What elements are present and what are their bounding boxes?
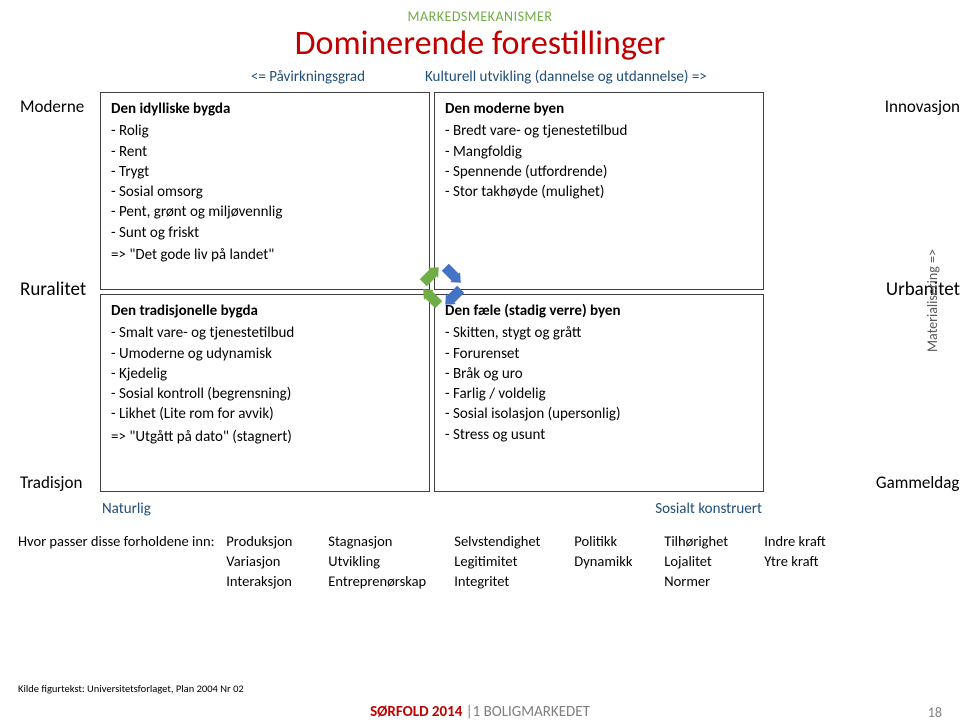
factor: Legitimitet [454,552,564,570]
cell-tradisjonelle-bygda: Den tradisjonelle bygda Smalt vare- og t… [100,294,430,492]
page-number: 18 [928,704,942,721]
cell-list: Smalt vare- og tjenestetilbudUmoderne og… [111,323,419,424]
factor: Lojalitet [664,552,754,570]
factor [764,572,844,590]
list-item: Umoderne og udynamisk [111,344,419,364]
cell-title: Den moderne byen [445,99,753,119]
page-title: Dominerende forestillinger [0,23,960,64]
cell-title: Den fæle (stadig verre) byen [445,301,753,321]
center-arrows [420,268,460,318]
cell-sum: => "Utgått på dato" (stagnert) [111,427,419,447]
list-item: Rolig [111,121,419,141]
label-innovasjon: Innovasjon [885,96,960,117]
list-item: Sunt og friskt [111,223,419,243]
factor: Tilhørighet [664,532,754,550]
factor: Indre kraft [764,532,844,550]
cell-idylliske-bygda: Den idylliske bygda RoligRentTrygtSosial… [100,92,430,290]
axis-bottom-left: Naturlig [102,500,151,518]
arrow-icon [418,284,443,309]
list-item: Spennende (utfordrende) [445,162,753,182]
list-item: Skitten, stygt og grått [445,323,753,343]
factor: Utvikling [328,552,444,570]
axis-top-right: Kulturell utvikling (dannelse og utdanne… [395,68,825,86]
label-urbanitet: Urbanitet [886,278,960,301]
label-ruralitet: Ruralitet [20,278,86,301]
footer: SØRFOLD 2014 |1 BOLIGMARKEDET [0,703,960,721]
list-item: Pent, grønt og miljøvennlig [111,202,419,222]
list-item: Rent [111,142,419,162]
cell-moderne-byen: Den moderne byen Bredt vare- og tjeneste… [434,92,764,290]
quadrant-grid: Den idylliske bygda RoligRentTrygtSosial… [100,92,870,492]
factor: Integritet [454,572,564,590]
factor: Interaksjon [226,572,318,590]
factors-grid: Produksjon Stagnasjon Selvstendighet Pol… [226,532,844,590]
label-materialisering: Materialisering => [924,249,941,352]
cell-sum: => "Det gode liv på landet" [111,245,419,265]
list-item: Bredt vare- og tjenestetilbud [445,121,753,141]
factor: Produksjon [226,532,318,550]
footer-main: SØRFOLD 2014 [370,703,462,721]
list-item: Sosial omsorg [111,182,419,202]
cell-list: Skitten, stygt og gråttForurensetBråk og… [445,323,753,445]
cell-faele-byen: Den fæle (stadig verre) byen Skitten, st… [434,294,764,492]
factors-label: Hvor passer disse forholdene inn: [18,532,223,550]
cell-title: Den idylliske bygda [111,99,419,119]
bottom-axis: Naturlig Sosialt konstruert [102,500,762,518]
top-axis: <= Påvirkningsgrad Kulturell utvikling (… [0,68,960,86]
footer-sub: |1 BOLIGMARKEDET [462,703,590,721]
list-item: Mangfoldig [445,142,753,162]
list-item: Smalt vare- og tjenestetilbud [111,323,419,343]
label-tradisjon: Tradisjon [20,472,82,493]
list-item: Stor takhøyde (mulighet) [445,182,753,202]
axis-bottom-right: Sosialt konstruert [655,500,762,518]
factor: Entreprenørskap [328,572,444,590]
cell-list: RoligRentTrygtSosial omsorgPent, grønt o… [111,121,419,243]
cell-title: Den tradisjonelle bygda [111,301,419,321]
list-item: Farlig / voldelig [445,384,753,404]
list-item: Sosial kontroll (begrensning) [111,384,419,404]
label-moderne: Moderne [20,96,84,117]
factor: Dynamikk [574,552,654,570]
factor: Selvstendighet [454,532,564,550]
list-item: Stress og usunt [445,425,753,445]
quadrant-wrap: Moderne Ruralitet Tradisjon Innovasjon U… [90,92,870,518]
axis-top-left: <= Påvirkningsgrad [135,68,395,86]
factors-block: Hvor passer disse forholdene inn: Produk… [18,532,960,590]
cell-list: Bredt vare- og tjenestetilbudMangfoldigS… [445,121,753,202]
factor: Ytre kraft [764,552,844,570]
list-item: Bråk og uro [445,364,753,384]
list-item: Trygt [111,162,419,182]
factor: Normer [664,572,754,590]
factor: Politikk [574,532,654,550]
factor: Variasjon [226,552,318,570]
list-item: Sosial isolasjon (upersonlig) [445,404,753,424]
label-gammeldags: Gammeldags [876,472,960,493]
list-item: Kjedelig [111,364,419,384]
factor [574,572,654,590]
factor: Stagnasjon [328,532,444,550]
pretitle: MARKEDSMEKANISMER [0,0,960,25]
list-item: Forurenset [445,344,753,364]
source-text: Kilde figurtekst: Universitetsforlaget, … [18,682,244,695]
list-item: Likhet (Lite rom for avvik) [111,404,419,424]
